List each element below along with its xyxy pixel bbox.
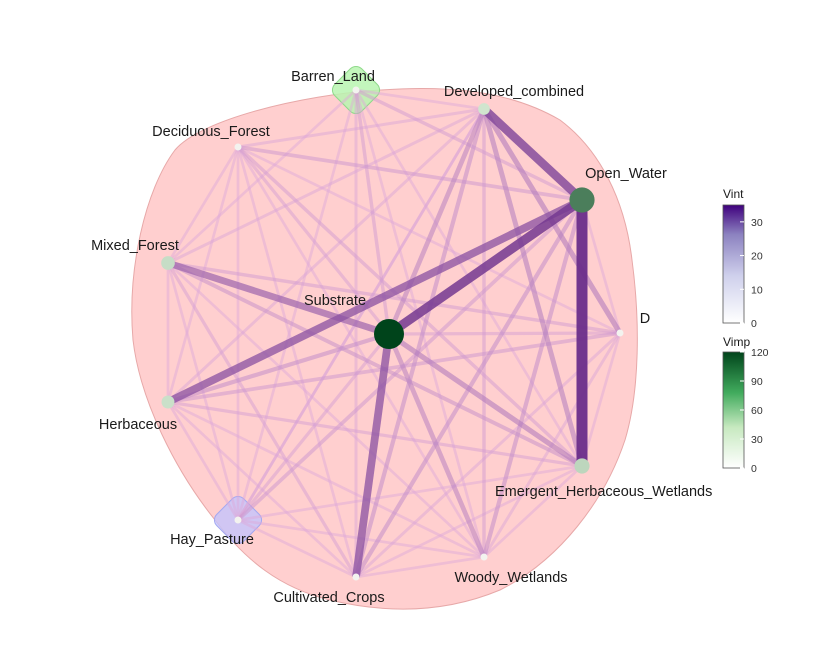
legend-vint-tick-label: 0 bbox=[751, 318, 757, 330]
edge-barren-land-developed-combined bbox=[355, 88, 485, 111]
edge-d-emergent-herbaceous-wetlands bbox=[580, 332, 622, 467]
node-label-substrate: Substrate bbox=[304, 293, 366, 309]
legend-vint-tick-label: 10 bbox=[751, 284, 763, 296]
edge-mixed-forest-substrate bbox=[166, 259, 391, 338]
legend-vimp-title: Vimp bbox=[723, 335, 750, 349]
edge-cultivated-crops-woody-wetlands bbox=[355, 555, 485, 579]
legend-vint-tick-label: 20 bbox=[751, 251, 763, 263]
edge-d-cultivated-crops bbox=[354, 331, 622, 579]
edge-open-water-woody-wetlands bbox=[481, 199, 585, 558]
edge-herbaceous-open-water bbox=[166, 196, 584, 406]
edge-developed-combined-emergent-herbaceous-wetlands bbox=[481, 108, 585, 467]
edge-substrate-herbaceous bbox=[167, 331, 390, 405]
node-label-emergent-herbaceous-wetlands: Emergent_Herbaceous_Wetlands bbox=[495, 484, 712, 500]
edge-herbaceous-d bbox=[167, 331, 621, 404]
edge-substrate-developed-combined bbox=[386, 108, 487, 335]
edge-herbaceous-woody-wetlands bbox=[167, 400, 485, 559]
node-deciduous-forest bbox=[234, 143, 242, 151]
node-hay-pasture bbox=[234, 516, 242, 524]
node-herbaceous bbox=[161, 395, 175, 409]
edge-deciduous-forest-woody-wetlands bbox=[236, 146, 486, 558]
node-label-deciduous-forest: Deciduous_Forest bbox=[152, 124, 270, 140]
edge-substrate-hay-pasture bbox=[236, 332, 391, 522]
node-cultivated-crops bbox=[352, 573, 360, 581]
legend-vint-colorbar bbox=[722, 204, 745, 324]
edge-substrate-cultivated-crops bbox=[352, 333, 393, 578]
edge-open-water-d bbox=[580, 199, 622, 334]
edge-mixed-forest-emergent-herbaceous-wetlands bbox=[167, 261, 583, 468]
legend-vint-title: Vint bbox=[723, 187, 744, 201]
edge-substrate-woody-wetlands bbox=[386, 333, 487, 558]
node-label-mixed-forest: Mixed_Forest bbox=[91, 238, 179, 254]
node-label-herbaceous: Herbaceous bbox=[99, 417, 177, 433]
edge-hay-pasture-cultivated-crops bbox=[237, 518, 357, 579]
node-barren-land bbox=[352, 86, 360, 94]
edge-substrate-emergent-herbaceous-wetlands bbox=[387, 331, 584, 469]
edge-developed-combined-cultivated-crops bbox=[353, 108, 487, 578]
edge-developed-combined-open-water bbox=[481, 105, 585, 204]
legend-vimp-tick-label: 90 bbox=[751, 376, 763, 388]
node-label-hay-pasture: Hay_Pasture bbox=[170, 532, 254, 548]
node-developed-combined bbox=[478, 103, 490, 115]
node-label-open-water: Open_Water bbox=[585, 166, 667, 182]
edge-mixed-forest-developed-combined bbox=[167, 107, 485, 265]
node-woody-wetlands bbox=[480, 553, 488, 561]
edge-substrate-open-water bbox=[386, 196, 585, 338]
node-emergent-herbaceous-wetlands bbox=[574, 458, 590, 474]
node-label-barren-land: Barren_Land bbox=[291, 69, 375, 85]
node-label-developed-combined: Developed_combined bbox=[444, 84, 584, 100]
edge-herbaceous-hay-pasture bbox=[166, 401, 240, 521]
legend-vint-tick-label: 30 bbox=[751, 217, 763, 229]
edge-mixed-forest-cultivated-crops bbox=[166, 262, 358, 578]
node-label-d: D bbox=[640, 311, 650, 327]
node-mixed-forest bbox=[161, 256, 175, 270]
node-open-water bbox=[569, 187, 595, 213]
legend-vimp-tick-label: 120 bbox=[751, 347, 769, 359]
node-label-woody-wetlands: Woody_Wetlands bbox=[454, 570, 567, 586]
legend-vint: Vint 0 10 20 30 bbox=[722, 187, 763, 330]
node-label-cultivated-crops: Cultivated_Crops bbox=[273, 590, 384, 606]
node-d bbox=[616, 329, 624, 337]
legend-vimp-tick-label: 30 bbox=[751, 434, 763, 446]
legend-vimp-tick-label: 0 bbox=[751, 463, 757, 475]
edge-deciduous-forest-open-water bbox=[237, 145, 583, 202]
node-substrate bbox=[374, 319, 404, 349]
edge-emergent-herbaceous-wetlands-woody-wetlands bbox=[483, 465, 583, 558]
legend-vimp-tick-label: 60 bbox=[751, 405, 763, 417]
edge-deciduous-forest-mixed-forest bbox=[166, 146, 240, 264]
edge-hay-pasture-emergent-herbaceous-wetlands bbox=[237, 464, 583, 522]
legend-vimp: Vimp 0 30 60 90 120 bbox=[722, 335, 769, 475]
